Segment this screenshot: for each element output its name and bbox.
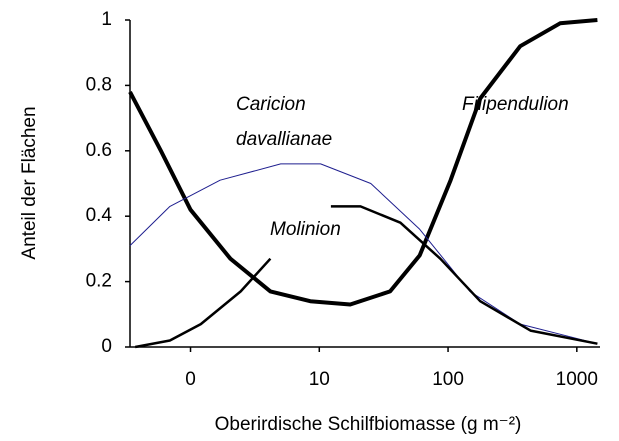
series-line (128, 18, 598, 307)
series-line (129, 163, 598, 345)
series-line (134, 205, 598, 349)
y-axis-label: Anteil der Flächen (19, 106, 40, 259)
x-tick-label: 10 (309, 369, 330, 390)
y-tick-label: 0.6 (86, 140, 112, 161)
y-tick-label: 0 (101, 336, 112, 357)
x-tick-label: 1000 (556, 369, 598, 390)
x-tick-label: 0 (185, 369, 196, 390)
y-tick-label: 1 (101, 9, 112, 30)
annotation: Molinion (270, 219, 341, 240)
y-tick-label: 0.4 (86, 205, 113, 226)
y-tick-label: 0.2 (86, 271, 112, 292)
annotation: davallianae (236, 129, 332, 150)
annotation: Filipendulion (462, 94, 569, 115)
x-tick-label: 100 (432, 369, 464, 390)
x-axis-label: Oberirdische Schilfbiomasse (g m⁻²) (215, 414, 522, 435)
y-tick-label: 0.8 (86, 74, 112, 95)
annotation: Caricion (236, 94, 306, 115)
